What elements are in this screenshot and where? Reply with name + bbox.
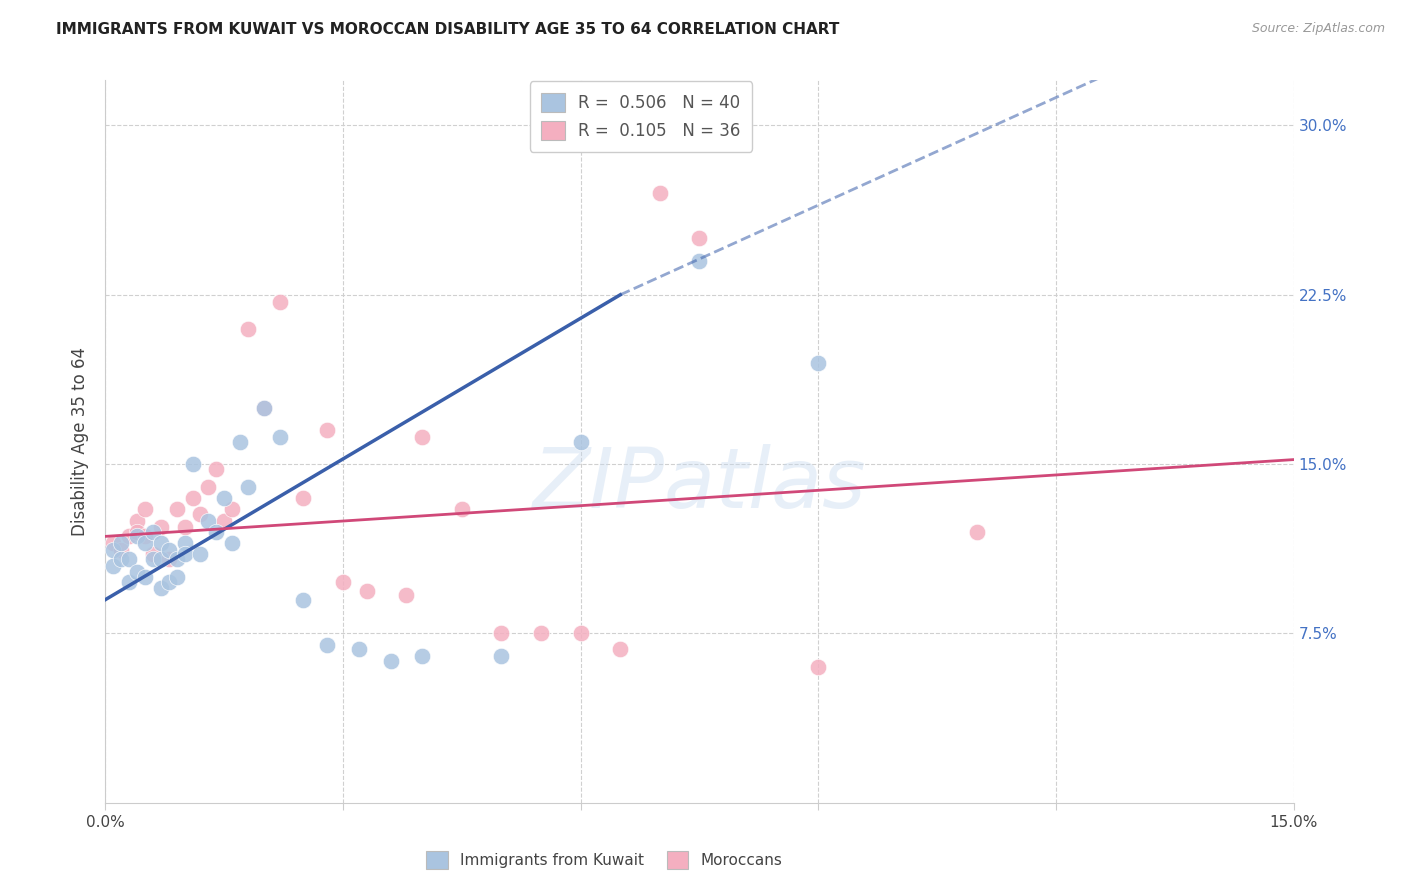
- Point: [134, 502, 156, 516]
- Point: [103, 542, 125, 557]
- Point: [142, 552, 165, 566]
- Point: [569, 626, 592, 640]
- Point: [292, 592, 315, 607]
- Point: [142, 524, 165, 539]
- Point: [118, 574, 141, 589]
- Point: [411, 648, 433, 663]
- Point: [134, 529, 156, 543]
- Point: [214, 491, 236, 505]
- Point: [181, 457, 204, 471]
- Point: [103, 558, 125, 573]
- Text: Source: ZipAtlas.com: Source: ZipAtlas.com: [1251, 22, 1385, 36]
- Point: [157, 552, 180, 566]
- Point: [236, 480, 259, 494]
- Point: [380, 654, 402, 668]
- Point: [569, 434, 592, 449]
- Point: [316, 423, 339, 437]
- Point: [236, 321, 259, 335]
- Point: [221, 536, 243, 550]
- Point: [166, 502, 188, 516]
- Point: [149, 552, 172, 566]
- Point: [205, 461, 228, 475]
- Point: [648, 186, 671, 201]
- Point: [173, 536, 195, 550]
- Point: [157, 574, 180, 589]
- Text: ZIPatlas: ZIPatlas: [533, 444, 866, 525]
- Point: [269, 430, 291, 444]
- Point: [166, 552, 188, 566]
- Point: [103, 536, 125, 550]
- Point: [166, 570, 188, 584]
- Point: [149, 582, 172, 596]
- Point: [530, 626, 553, 640]
- Point: [118, 529, 141, 543]
- Point: [491, 648, 513, 663]
- Point: [229, 434, 252, 449]
- Point: [347, 642, 370, 657]
- Point: [110, 552, 132, 566]
- Point: [269, 294, 291, 309]
- Point: [190, 507, 212, 521]
- Point: [214, 514, 236, 528]
- Point: [807, 355, 830, 369]
- Point: [966, 524, 988, 539]
- Point: [134, 570, 156, 584]
- Point: [221, 502, 243, 516]
- Point: [127, 566, 149, 580]
- Y-axis label: Disability Age 35 to 64: Disability Age 35 to 64: [72, 347, 90, 536]
- Point: [197, 480, 219, 494]
- Point: [127, 514, 149, 528]
- Point: [205, 524, 228, 539]
- Point: [118, 552, 141, 566]
- Point: [127, 524, 149, 539]
- Point: [332, 574, 354, 589]
- Point: [253, 401, 276, 415]
- Point: [157, 542, 180, 557]
- Point: [450, 502, 472, 516]
- Point: [190, 548, 212, 562]
- Point: [149, 536, 172, 550]
- Point: [356, 583, 378, 598]
- Point: [609, 642, 631, 657]
- Point: [491, 626, 513, 640]
- Point: [134, 536, 156, 550]
- Point: [127, 529, 149, 543]
- Point: [142, 548, 165, 562]
- Point: [689, 254, 711, 268]
- Point: [411, 430, 433, 444]
- Point: [316, 638, 339, 652]
- Point: [395, 588, 418, 602]
- Legend: Immigrants from Kuwait, Moroccans: Immigrants from Kuwait, Moroccans: [420, 845, 789, 875]
- Point: [689, 231, 711, 245]
- Point: [807, 660, 830, 674]
- Point: [110, 542, 132, 557]
- Point: [197, 514, 219, 528]
- Point: [173, 548, 195, 562]
- Point: [110, 536, 132, 550]
- Point: [173, 520, 195, 534]
- Point: [253, 401, 276, 415]
- Point: [292, 491, 315, 505]
- Point: [181, 491, 204, 505]
- Text: IMMIGRANTS FROM KUWAIT VS MOROCCAN DISABILITY AGE 35 TO 64 CORRELATION CHART: IMMIGRANTS FROM KUWAIT VS MOROCCAN DISAB…: [56, 22, 839, 37]
- Point: [149, 520, 172, 534]
